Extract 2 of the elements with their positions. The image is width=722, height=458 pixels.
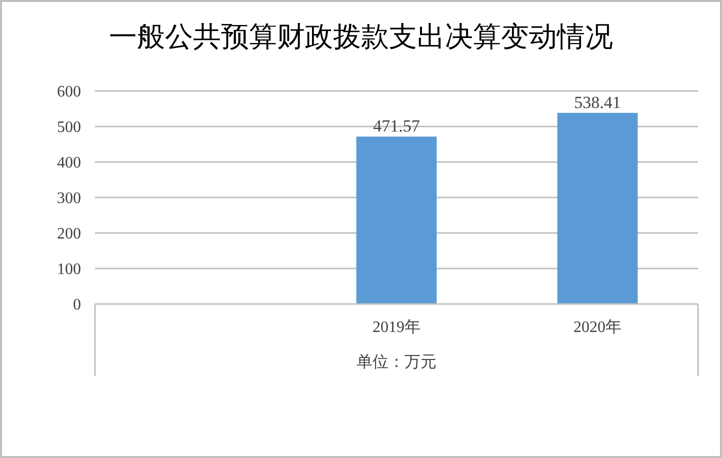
xlabel: 单位：万元 [356,354,436,371]
title: 一般公共预算财政拨款支出决算变动情况 [109,22,613,53]
